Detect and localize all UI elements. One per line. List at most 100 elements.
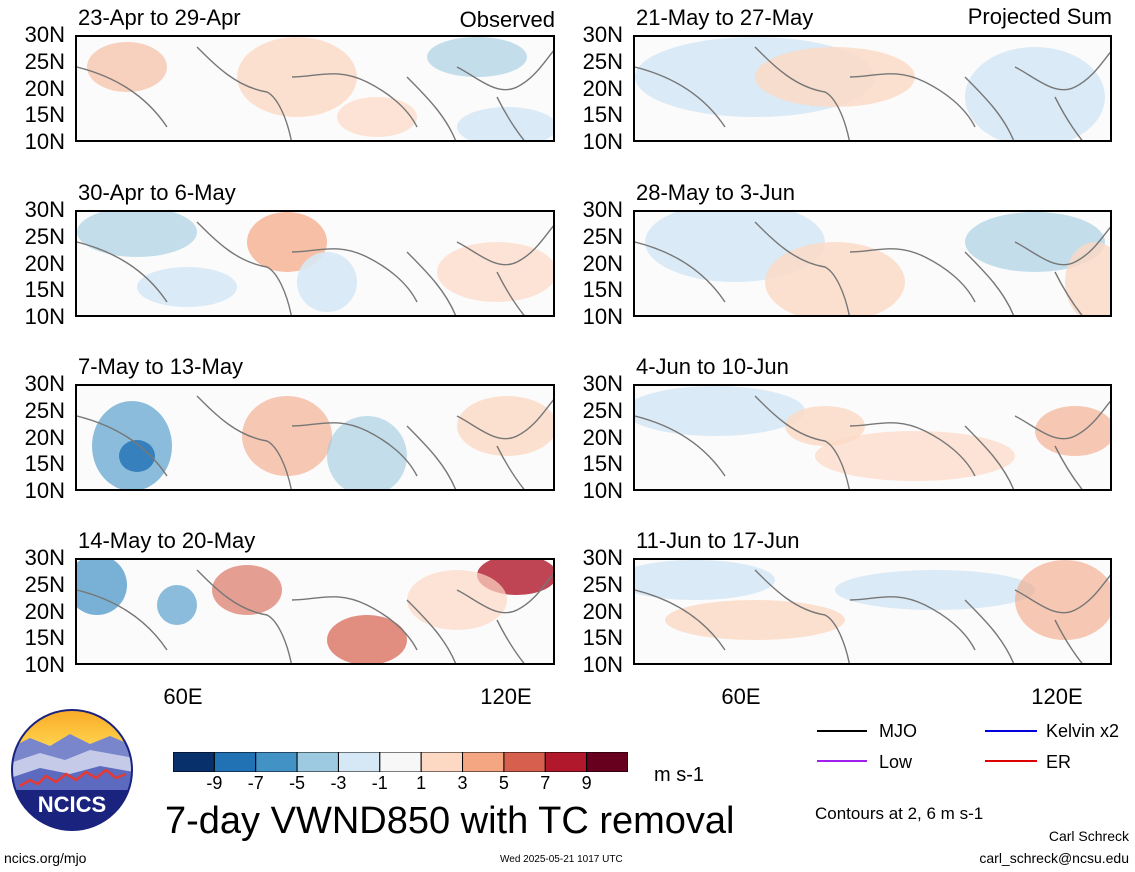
- colorbar-tick-label: -7: [247, 773, 264, 793]
- panel-title-right-1: 21-May to 27-May: [636, 5, 814, 30]
- footer-url: ncics.org/mjo: [4, 850, 87, 866]
- map-panel-right-4: [633, 558, 1112, 665]
- lat-label-right-3-1: 25N: [582, 397, 623, 423]
- lat-label-right-1-3: 15N: [582, 102, 623, 128]
- lat-label-left-3-2: 20N: [24, 424, 65, 450]
- map-panel-right-1: [633, 35, 1112, 142]
- lat-label-right-2-4: 10N: [582, 304, 623, 329]
- coastline: [635, 395, 1110, 489]
- footer-timestamp: Wed 2025-05-21 1017 UTC: [500, 854, 623, 865]
- ncics-logo: NCICS: [10, 708, 134, 832]
- colorbar-tick-label: 3: [457, 773, 468, 793]
- lat-label-left-4-1: 25N: [24, 571, 65, 597]
- colorbar-swatch-10: [586, 751, 629, 773]
- lat-label-right-3-4: 10N: [582, 478, 623, 503]
- lat-label-right-3-2: 20N: [582, 424, 623, 450]
- panel-title-left-3: 7-May to 13-May: [78, 354, 244, 379]
- map-panel-right-2: [633, 210, 1112, 317]
- lat-label-right-4-2: 20N: [582, 598, 623, 624]
- colorbar-swatch-3: [296, 751, 339, 773]
- lat-label-right-2-1: 25N: [582, 223, 623, 249]
- lat-label-right-2-2: 20N: [582, 250, 623, 276]
- lat-label-right-2-0: 30N: [582, 197, 623, 222]
- lat-label-right-3-3: 15N: [582, 451, 623, 477]
- projected-sum-label: Projected Sum: [967, 4, 1112, 29]
- lat-label-left-1-1: 25N: [24, 48, 65, 74]
- figure-title: 7-day VWND850 with TC removal: [165, 800, 735, 842]
- colorbar-swatch-2: [255, 751, 298, 773]
- lat-label-right-4-1: 25N: [582, 571, 623, 597]
- colorbar-tick-label: -9: [206, 773, 223, 793]
- colorbar-swatch-0: [172, 751, 215, 773]
- coastline: [635, 221, 1110, 315]
- coastline: [77, 569, 553, 663]
- lat-label-left-1-4: 10N: [24, 129, 65, 154]
- colorbar-swatch-4: [337, 751, 381, 773]
- lat-label-left-2-1: 25N: [24, 223, 65, 249]
- colorbar-swatch-1: [213, 751, 257, 773]
- colorbar: [172, 751, 629, 773]
- lat-label-left-3-3: 15N: [24, 451, 65, 477]
- colorbar-units: m s-1: [654, 764, 704, 786]
- colorbar-tick-label: -1: [371, 773, 388, 793]
- panel-title-left-4: 14-May to 20-May: [78, 528, 256, 553]
- lat-label-right-1-0: 30N: [582, 22, 623, 47]
- lon-label-60e-right: 60E: [721, 684, 761, 709]
- lon-label-60e-left: 60E: [163, 684, 203, 709]
- lat-label-left-4-4: 10N: [24, 652, 65, 677]
- colorbar-swatch-7: [462, 751, 505, 773]
- lat-label-right-1-2: 20N: [582, 75, 623, 101]
- lat-label-right-3-0: 30N: [582, 371, 623, 396]
- observed-label: Observed: [459, 7, 555, 32]
- contour-note: Contours at 2, 6 m s-1: [815, 804, 984, 823]
- lat-label-right-1-1: 25N: [582, 48, 623, 74]
- colorbar-tick-label: 1: [416, 773, 427, 793]
- map-panel-left-3: [75, 384, 555, 491]
- lat-label-left-2-2: 20N: [24, 250, 65, 276]
- colorbar-swatch-8: [503, 751, 546, 773]
- logo-text: NCICS: [38, 792, 106, 817]
- lat-label-left-2-4: 10N: [24, 304, 65, 329]
- footer-author: Carl Schreck: [1048, 828, 1129, 844]
- lon-label-120e-left: 120E: [480, 684, 532, 709]
- panel-title-right-3: 4-Jun to 10-Jun: [636, 354, 789, 379]
- lat-label-left-3-0: 30N: [24, 371, 65, 396]
- lat-label-left-1-2: 20N: [24, 75, 65, 101]
- lat-label-right-4-3: 15N: [582, 625, 623, 651]
- map-panel-left-4: [75, 558, 555, 665]
- coastline: [77, 395, 553, 489]
- lat-label-right-4-0: 30N: [582, 545, 623, 570]
- colorbar-tick-label: 9: [581, 773, 592, 793]
- legend-mjo-label: MJO: [879, 721, 917, 741]
- coastline: [635, 46, 1110, 140]
- lat-label-left-2-3: 15N: [24, 277, 65, 303]
- lat-label-left-4-2: 20N: [24, 598, 65, 624]
- lat-label-left-3-4: 10N: [24, 478, 65, 503]
- map-panel-right-3: [633, 384, 1112, 491]
- map-panel-left-1: [75, 35, 555, 142]
- coastline: [77, 221, 553, 315]
- panel-title-right-4: 11-Jun to 17-Jun: [636, 528, 800, 553]
- lat-label-left-1-0: 30N: [24, 22, 65, 47]
- colorbar-swatch-5: [379, 751, 422, 773]
- colorbar-tick-label: 5: [498, 773, 509, 793]
- lat-label-left-1-3: 15N: [24, 102, 65, 128]
- lat-label-left-4-3: 15N: [24, 625, 65, 651]
- lat-label-right-1-4: 10N: [582, 129, 623, 154]
- colorbar-tick-label: -3: [330, 773, 347, 793]
- legend-er-label: ER: [1046, 752, 1072, 772]
- contour-legend: [815, 720, 1135, 790]
- colorbar-swatch-6: [420, 751, 464, 773]
- colorbar-tick-label: -5: [289, 773, 306, 793]
- colorbar-tick-label: 7: [540, 773, 551, 793]
- lat-label-left-4-0: 30N: [24, 545, 65, 570]
- lat-label-left-3-1: 25N: [24, 397, 65, 423]
- coastline: [77, 46, 553, 140]
- lat-label-left-2-0: 30N: [24, 197, 65, 222]
- panel-title-right-2: 28-May to 3-Jun: [636, 180, 795, 205]
- coastline: [635, 569, 1110, 663]
- lat-label-right-2-3: 15N: [582, 277, 623, 303]
- panel-title-left-2: 30-Apr to 6-May: [78, 180, 236, 205]
- legend-kelvin-label: Kelvin x2: [1046, 721, 1120, 741]
- panel-title-left-1: 23-Apr to 29-Apr: [78, 5, 241, 30]
